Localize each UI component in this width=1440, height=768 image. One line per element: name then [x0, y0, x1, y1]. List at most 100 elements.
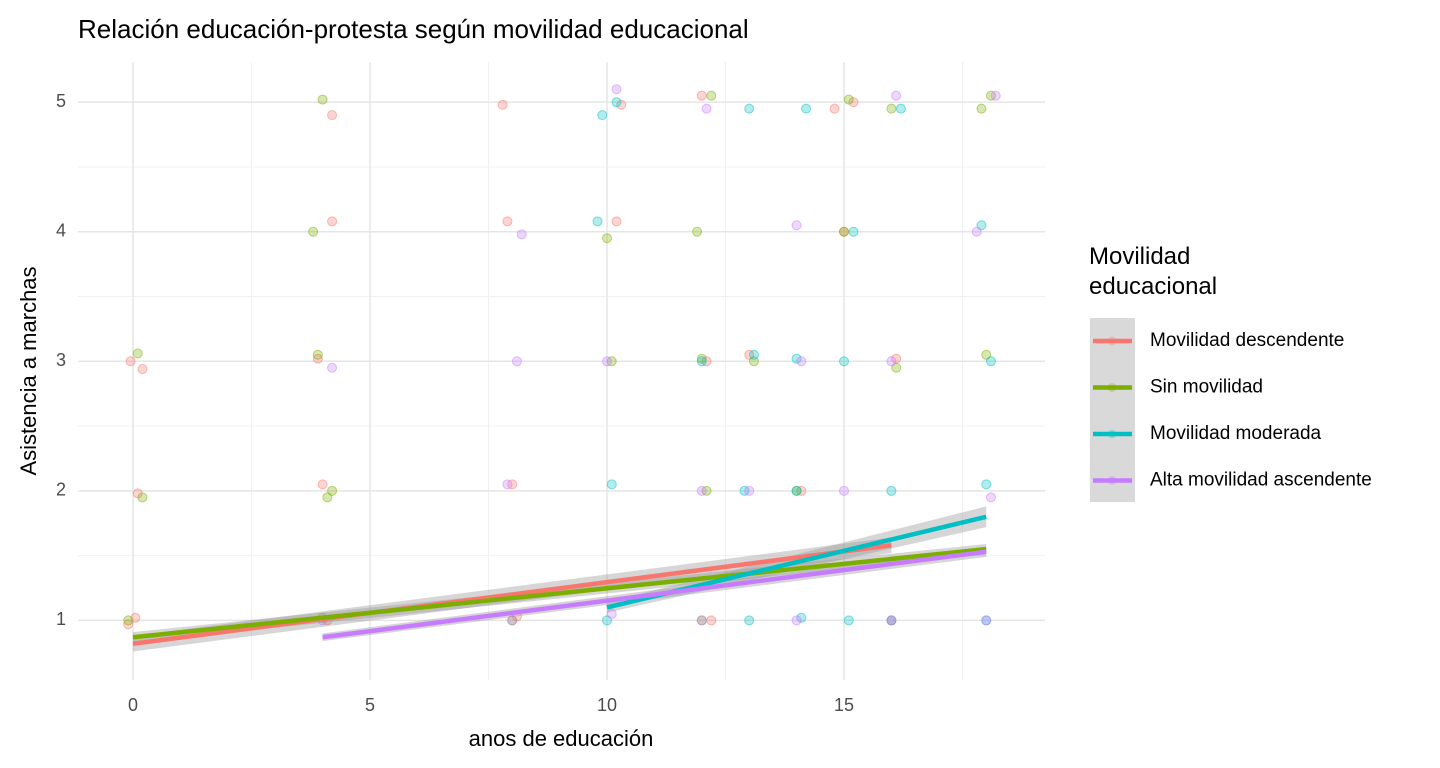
legend-label: Movilidad moderada	[1150, 423, 1322, 444]
grid	[78, 62, 1045, 680]
point	[843, 615, 854, 626]
point	[497, 99, 508, 110]
point	[839, 226, 850, 237]
point	[602, 356, 613, 367]
point	[796, 612, 807, 623]
point	[895, 103, 906, 114]
chart-title: Relación educación-protesta según movili…	[78, 14, 749, 44]
legend-title: Movilidad educacional	[1089, 243, 1218, 300]
point	[796, 356, 807, 367]
x-axis-title: anos de educación	[469, 726, 654, 751]
point	[317, 479, 328, 490]
point	[848, 97, 859, 108]
point	[701, 103, 712, 114]
point	[981, 615, 992, 626]
point	[308, 226, 319, 237]
point	[516, 229, 527, 240]
point	[976, 103, 987, 114]
legend-label: Sin movilidad	[1150, 377, 1263, 398]
point	[696, 90, 707, 101]
x-tick-label: 5	[365, 695, 375, 715]
point	[123, 615, 134, 626]
point	[971, 226, 982, 237]
point	[791, 353, 802, 364]
point	[990, 90, 1001, 101]
legend-key-point	[1107, 429, 1117, 439]
point	[616, 99, 627, 110]
point	[985, 492, 996, 503]
y-axis-title: Asistencia a marchas	[16, 266, 41, 475]
point	[606, 608, 617, 619]
point	[592, 216, 603, 227]
legend-key-point	[1107, 383, 1117, 392]
point	[839, 356, 850, 367]
legend-label: Alta movilidad ascendente	[1150, 470, 1372, 491]
point	[744, 615, 755, 626]
point	[839, 485, 850, 496]
point	[327, 216, 338, 227]
point	[886, 485, 897, 496]
point	[843, 94, 854, 105]
point	[507, 615, 518, 626]
y-tick-label: 4	[56, 220, 66, 240]
point	[327, 110, 338, 121]
point	[322, 492, 333, 503]
point	[312, 353, 323, 364]
point	[829, 103, 840, 114]
legend-key-point	[1107, 336, 1117, 346]
point	[317, 94, 328, 105]
point	[137, 364, 148, 375]
legend-key-background	[1090, 318, 1135, 502]
point	[696, 353, 707, 364]
point	[791, 615, 802, 626]
point	[606, 479, 617, 490]
point	[891, 90, 902, 101]
point	[137, 492, 148, 503]
point	[327, 362, 338, 373]
point	[132, 348, 143, 359]
legend-key-point	[1107, 476, 1117, 485]
point	[123, 619, 134, 630]
point	[744, 103, 755, 114]
fit-line	[132, 546, 987, 640]
point	[791, 220, 802, 231]
point	[502, 216, 513, 227]
point	[312, 349, 323, 360]
point	[801, 103, 812, 114]
point	[502, 479, 513, 490]
point	[981, 479, 992, 490]
point	[696, 615, 707, 626]
x-tick-label: 0	[128, 695, 138, 715]
point	[706, 615, 717, 626]
point	[791, 485, 802, 496]
point	[611, 216, 622, 227]
point	[848, 226, 859, 237]
point	[985, 356, 996, 367]
legend-label: Movilidad descendente	[1150, 330, 1344, 351]
point	[597, 110, 608, 121]
point	[706, 90, 717, 101]
point	[748, 349, 759, 360]
y-tick-label: 5	[56, 91, 66, 111]
point	[125, 356, 136, 367]
point	[886, 615, 897, 626]
fit-line	[132, 543, 892, 646]
point	[611, 84, 622, 95]
fit-line	[322, 549, 987, 640]
point	[611, 97, 622, 108]
point	[692, 226, 703, 237]
point	[696, 356, 707, 367]
point	[511, 356, 522, 367]
y-tick-label: 3	[56, 350, 66, 370]
y-tick-label: 2	[56, 480, 66, 500]
y-tick-label: 1	[56, 609, 66, 629]
point	[886, 356, 897, 367]
x-tick-label: 15	[834, 695, 854, 715]
point	[602, 233, 613, 244]
point	[696, 485, 707, 496]
point	[744, 485, 755, 496]
x-tick-label: 10	[597, 695, 617, 715]
point	[886, 103, 897, 114]
